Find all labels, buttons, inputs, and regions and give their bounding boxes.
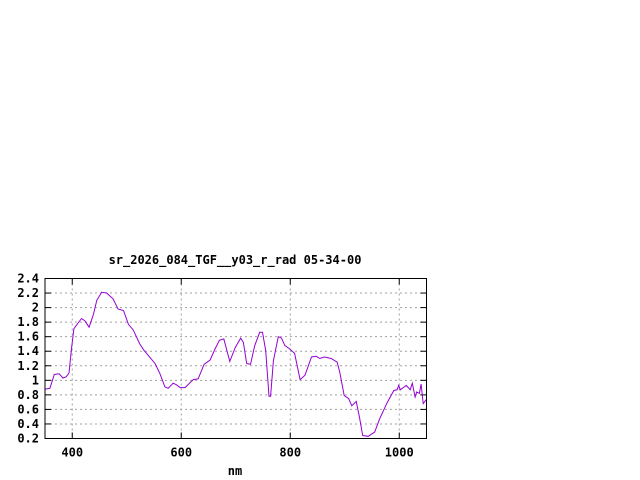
y-tick-label: 1.6 [17, 330, 39, 344]
x-tick-label: 400 [61, 446, 83, 460]
series-line [45, 291, 427, 437]
x-axis-label: nm [228, 464, 242, 478]
y-tick-label: 2 [32, 301, 39, 315]
y-tick-label: 1.2 [17, 359, 39, 373]
plot-frame [44, 278, 427, 439]
grid [45, 278, 427, 439]
axis-ticks [45, 278, 427, 439]
y-tick-label: 0.6 [17, 402, 39, 416]
x-tick-label: 600 [170, 446, 192, 460]
y-tick-label: 1.8 [17, 315, 39, 329]
x-tick-label: 800 [279, 446, 301, 460]
y-tick-label: 0.4 [17, 417, 39, 431]
y-tick-label: 2.2 [17, 286, 39, 300]
x-tick-label: 1000 [385, 446, 414, 460]
tick-labels: 0.20.40.60.811.21.41.61.822.22.4 400 600 80… [17, 272, 413, 460]
y-tick-label: 1 [32, 373, 39, 387]
y-tick-label: 0.8 [17, 388, 39, 402]
chart-title: sr_2026_084_TGF__y03_r_rad 05-34-00 [109, 253, 362, 268]
y-tick-label: 2.4 [17, 272, 39, 286]
y-tick-label: 1.4 [17, 344, 39, 358]
y-tick-label: 0.2 [17, 432, 39, 446]
